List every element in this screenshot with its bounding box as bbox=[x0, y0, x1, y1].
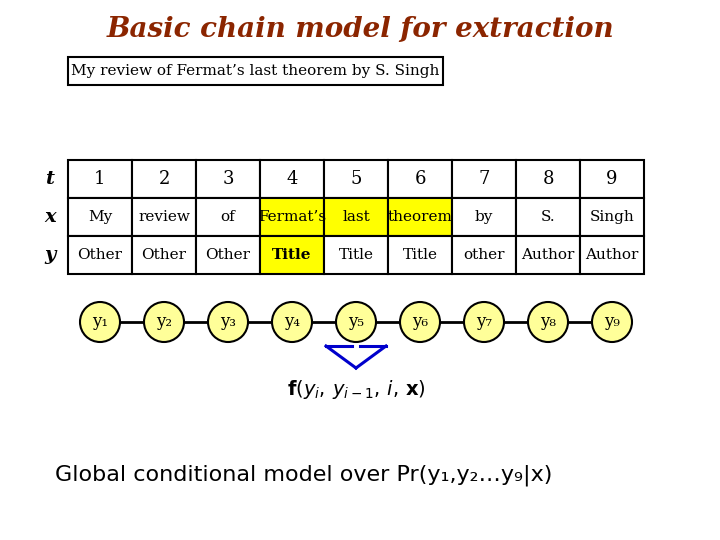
Text: t: t bbox=[45, 170, 55, 188]
Bar bbox=[260, 236, 324, 274]
Circle shape bbox=[80, 302, 120, 342]
Text: 9: 9 bbox=[606, 170, 618, 188]
Text: y₂: y₂ bbox=[156, 314, 172, 330]
Text: y₅: y₅ bbox=[348, 314, 364, 330]
Text: My review of Fermat’s last theorem by S. Singh: My review of Fermat’s last theorem by S.… bbox=[71, 64, 440, 78]
Bar bbox=[260, 160, 324, 198]
Text: 2: 2 bbox=[158, 170, 170, 188]
Circle shape bbox=[208, 302, 248, 342]
Bar bbox=[452, 236, 516, 274]
Text: theorem: theorem bbox=[387, 210, 452, 224]
Bar bbox=[580, 236, 644, 274]
Circle shape bbox=[272, 302, 312, 342]
Text: x: x bbox=[44, 208, 56, 226]
Bar bbox=[68, 198, 132, 236]
Text: My: My bbox=[88, 210, 112, 224]
Bar bbox=[580, 198, 644, 236]
Bar bbox=[452, 160, 516, 198]
Bar bbox=[452, 198, 516, 236]
Bar bbox=[388, 198, 452, 236]
Text: $\mathbf{f}(y_i,\,y_{i-1},\,i,\,\mathbf{x})$: $\mathbf{f}(y_i,\,y_{i-1},\,i,\,\mathbf{… bbox=[287, 378, 426, 401]
Text: y₇: y₇ bbox=[476, 314, 492, 330]
Text: y: y bbox=[45, 246, 55, 264]
Text: y₈: y₈ bbox=[540, 314, 556, 330]
Bar bbox=[196, 236, 260, 274]
Text: y₄: y₄ bbox=[284, 314, 300, 330]
Text: Title: Title bbox=[272, 248, 312, 262]
Circle shape bbox=[464, 302, 504, 342]
Circle shape bbox=[400, 302, 440, 342]
Bar bbox=[324, 236, 388, 274]
Text: 6: 6 bbox=[414, 170, 426, 188]
Bar bbox=[260, 198, 324, 236]
Bar bbox=[516, 160, 580, 198]
Text: Other: Other bbox=[142, 248, 186, 262]
Text: by: by bbox=[474, 210, 493, 224]
Text: 4: 4 bbox=[287, 170, 297, 188]
Bar bbox=[324, 160, 388, 198]
Text: Other: Other bbox=[205, 248, 251, 262]
Text: Author: Author bbox=[521, 248, 575, 262]
Text: other: other bbox=[463, 248, 505, 262]
Text: S.: S. bbox=[541, 210, 555, 224]
Text: Global conditional model over Pr(y₁,y₂…y₉|x): Global conditional model over Pr(y₁,y₂…y… bbox=[55, 464, 552, 486]
Bar bbox=[68, 57, 443, 85]
Bar bbox=[132, 198, 196, 236]
Text: y₆: y₆ bbox=[412, 314, 428, 330]
Bar bbox=[580, 160, 644, 198]
Text: y₉: y₉ bbox=[604, 314, 620, 330]
Text: 5: 5 bbox=[351, 170, 361, 188]
Text: Title: Title bbox=[402, 248, 438, 262]
Circle shape bbox=[592, 302, 632, 342]
Text: Author: Author bbox=[585, 248, 639, 262]
Text: 8: 8 bbox=[542, 170, 554, 188]
Text: Other: Other bbox=[78, 248, 122, 262]
Bar bbox=[516, 198, 580, 236]
Bar bbox=[196, 198, 260, 236]
Bar bbox=[516, 236, 580, 274]
Text: Singh: Singh bbox=[590, 210, 634, 224]
Circle shape bbox=[336, 302, 376, 342]
Bar bbox=[196, 160, 260, 198]
Bar bbox=[388, 236, 452, 274]
Text: Title: Title bbox=[338, 248, 374, 262]
Text: of: of bbox=[220, 210, 235, 224]
Text: 3: 3 bbox=[222, 170, 234, 188]
Bar bbox=[324, 198, 388, 236]
Text: 1: 1 bbox=[94, 170, 106, 188]
Text: 7: 7 bbox=[478, 170, 490, 188]
Text: y₃: y₃ bbox=[220, 314, 236, 330]
Circle shape bbox=[144, 302, 184, 342]
Text: Fermat’s: Fermat’s bbox=[258, 210, 326, 224]
Text: y₁: y₁ bbox=[92, 314, 108, 330]
Text: review: review bbox=[138, 210, 190, 224]
Text: Basic chain model for extraction: Basic chain model for extraction bbox=[106, 17, 614, 44]
Bar bbox=[132, 160, 196, 198]
Bar bbox=[68, 236, 132, 274]
Bar bbox=[68, 160, 132, 198]
Circle shape bbox=[528, 302, 568, 342]
Bar bbox=[132, 236, 196, 274]
Bar bbox=[388, 160, 452, 198]
Text: last: last bbox=[342, 210, 370, 224]
